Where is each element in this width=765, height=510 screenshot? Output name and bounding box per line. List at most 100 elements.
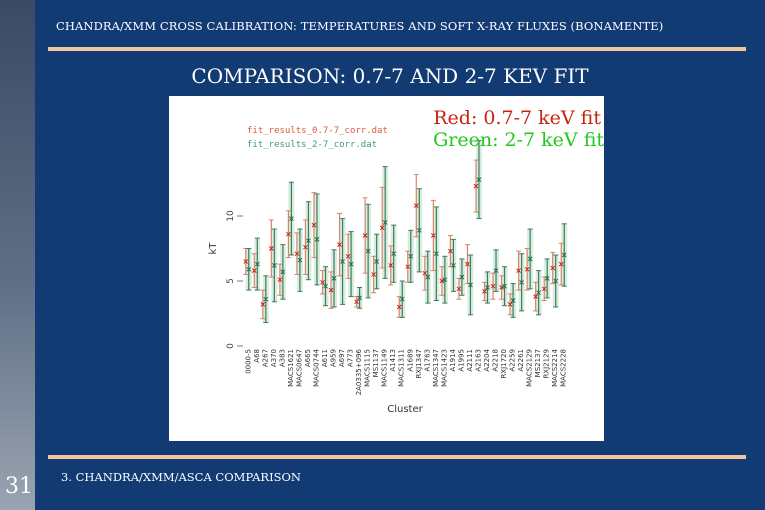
y-tick-label: 0	[226, 343, 236, 349]
x-tick-label: A1763	[423, 349, 431, 372]
data-point	[536, 290, 542, 296]
data-point	[280, 269, 286, 275]
data-point	[482, 289, 487, 294]
data-point	[430, 233, 436, 238]
data-point	[362, 233, 368, 238]
x-tick-label: A267	[261, 349, 269, 367]
header-title: CHANDRA/XMM CROSS CALIBRATION: TEMPERATU…	[56, 19, 664, 33]
data-point	[328, 287, 334, 293]
data-point	[399, 296, 405, 302]
x-tick-label: A665	[304, 349, 312, 367]
data-point	[408, 253, 414, 259]
x-tick-label: 2A0335+096	[355, 348, 363, 395]
data-point	[439, 278, 445, 284]
data-point	[490, 283, 496, 289]
x-tick-label: MACS0744	[312, 348, 320, 386]
x-tick-label: RXJ1720	[500, 349, 508, 379]
x-tick-label: A2163	[474, 349, 482, 372]
footer-section: 3. CHANDRA/XMM/ASCA COMPARISON	[61, 470, 301, 484]
data-point	[277, 277, 283, 283]
chart-svg: fit_results_0.7-7_corr.dat fit_results_2-…	[208, 107, 604, 415]
x-tick-label: MACS1621	[287, 349, 295, 387]
y-tick-label: 5	[226, 278, 236, 284]
x-tick-label: RXJ1347	[415, 349, 423, 379]
data-point	[337, 242, 342, 247]
green-legend: Green: 2-7 keV fit	[433, 129, 604, 151]
data-point	[516, 268, 521, 273]
x-tick-label: MACS1149	[381, 349, 389, 387]
data-point	[442, 277, 448, 283]
data-point	[413, 203, 419, 208]
x-tick-label: 0000-5	[244, 349, 252, 374]
data-point	[558, 261, 564, 267]
x-tick-label: MACS1347	[432, 349, 440, 387]
data-point	[354, 299, 359, 305]
data-point	[391, 251, 397, 257]
red-legend: Red: 0.7-7 keV fit	[433, 107, 601, 129]
x-tick-label: A2259	[509, 349, 517, 372]
x-tick-label: RXJ2129	[543, 349, 551, 379]
x-tick-label: MS2137	[534, 349, 542, 377]
x-tick-label: A1689	[406, 349, 414, 372]
data-point	[416, 227, 422, 233]
data-point	[405, 264, 411, 270]
x-tick-label: MACS2228	[560, 349, 568, 387]
data-point	[306, 238, 311, 244]
data-point	[371, 272, 377, 277]
data-point	[271, 263, 277, 268]
data-point	[425, 274, 431, 280]
legend-file-green: fit_results_2-7_corr.dat	[247, 140, 377, 150]
data-point	[348, 261, 354, 267]
data-point	[388, 263, 394, 268]
data-point	[396, 304, 402, 310]
data-point	[289, 216, 294, 221]
x-tick-label: A611	[321, 349, 329, 367]
data-point	[485, 285, 490, 290]
data-point	[357, 295, 362, 301]
data-point	[379, 225, 385, 231]
data-point	[260, 302, 266, 307]
footer-divider	[48, 455, 746, 459]
data-point	[550, 265, 556, 271]
data-point	[476, 177, 482, 182]
data-point	[268, 246, 274, 251]
data-point	[263, 296, 269, 302]
x-tick-label: A68	[253, 349, 261, 363]
left-accent-strip	[0, 0, 35, 510]
data-point	[553, 278, 559, 284]
data-point	[541, 286, 547, 292]
data-point	[502, 283, 507, 289]
x-tick-label: A1995	[457, 349, 465, 372]
x-tick-label: A2204	[483, 348, 491, 371]
slide-title: COMPARISON: 0.7-7 AND 2-7 KEV FIT	[191, 64, 589, 88]
data-point	[519, 279, 524, 285]
data-point	[456, 286, 462, 292]
x-tick-label: A959	[330, 349, 338, 367]
data-point	[254, 261, 260, 267]
data-point	[510, 298, 516, 303]
x-tick-label: A383	[278, 349, 286, 367]
data-point	[297, 257, 303, 263]
data-point	[533, 294, 539, 299]
data-point	[527, 256, 533, 262]
x-tick-label: A1914	[449, 348, 457, 371]
x-tick-label: A697	[338, 349, 346, 367]
data-point	[311, 222, 317, 228]
data-point	[493, 268, 499, 273]
x-tick-label: MACS1423	[440, 349, 448, 387]
data-point	[544, 276, 550, 281]
data-point	[323, 283, 328, 289]
data-point	[465, 261, 470, 267]
data-point	[374, 259, 380, 264]
data-point	[314, 237, 320, 242]
y-tick-label: 10	[226, 210, 236, 222]
data-point	[286, 231, 291, 237]
data-point	[473, 183, 479, 189]
data-point	[433, 251, 439, 257]
legend-file-red: fit_results_0.7-7_corr.dat	[247, 126, 388, 136]
x-tick-label: A2218	[492, 349, 500, 372]
data-point	[561, 252, 567, 258]
data-point	[331, 276, 337, 281]
x-tick-label: MACS2129	[526, 349, 534, 387]
x-tick-label: A2111	[466, 349, 474, 372]
